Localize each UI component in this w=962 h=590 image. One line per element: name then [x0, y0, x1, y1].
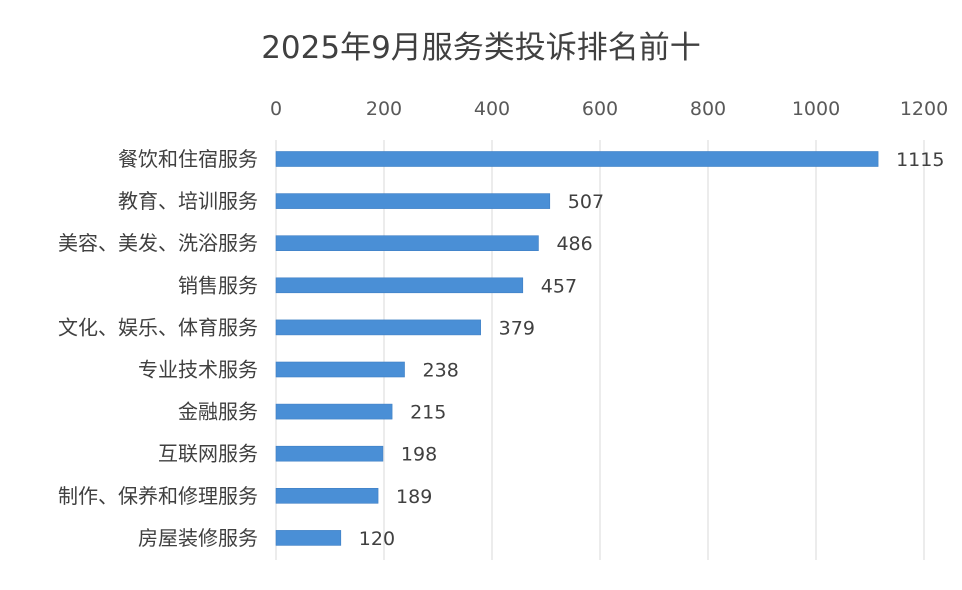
category-label: 专业技术服务 — [138, 358, 258, 382]
x-tick-label: 1000 — [792, 98, 840, 120]
data-label: 507 — [568, 191, 604, 213]
data-label: 486 — [556, 233, 592, 255]
chart-title: 2025年9月服务类投诉排名前十 — [261, 30, 701, 66]
x-tick-label: 600 — [582, 98, 618, 120]
x-tick-label: 200 — [366, 98, 402, 120]
bar — [275, 193, 551, 209]
category-label: 餐饮和住宿服务 — [118, 147, 258, 171]
bar — [275, 319, 481, 336]
x-tick-label: 800 — [690, 98, 726, 120]
bar — [275, 445, 384, 462]
category-label: 文化、娱乐、体育服务 — [58, 315, 258, 339]
data-label: 1115 — [896, 149, 944, 171]
bar — [275, 235, 539, 251]
category-label: 制作、保养和修理服务 — [58, 484, 258, 508]
category-label: 金融服务 — [178, 400, 258, 424]
data-label: 120 — [359, 528, 395, 550]
x-tick-label: 0 — [270, 98, 282, 120]
category-label: 销售服务 — [178, 273, 258, 297]
bar — [275, 277, 524, 294]
bar — [275, 487, 379, 504]
data-label: 379 — [499, 317, 535, 339]
category-label: 教育、培训服务 — [118, 189, 258, 213]
data-label: 198 — [401, 444, 437, 466]
category-label: 美容、美发、洗浴服务 — [58, 231, 258, 255]
bar — [275, 403, 393, 420]
data-label: 189 — [396, 486, 432, 508]
bar — [275, 151, 879, 167]
bar — [275, 530, 342, 546]
category-label: 房屋装修服务 — [138, 526, 258, 550]
data-label: 238 — [423, 360, 459, 382]
x-tick-label: 400 — [474, 98, 510, 120]
data-label: 457 — [541, 275, 577, 297]
category-label: 互联网服务 — [158, 442, 258, 466]
data-label: 215 — [410, 402, 446, 424]
x-tick-label: 1200 — [900, 98, 948, 120]
bar — [275, 361, 405, 378]
